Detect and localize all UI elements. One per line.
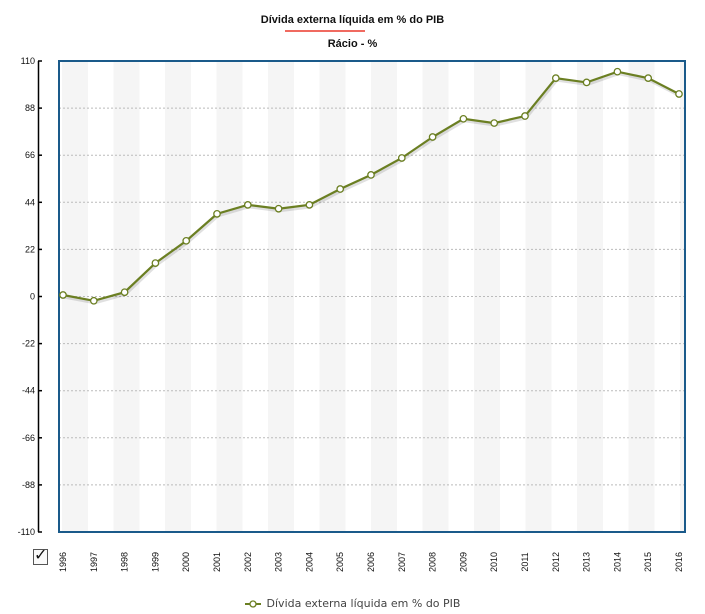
x-tick-label: 2001 [212, 552, 222, 572]
x-tick-label: 2000 [181, 552, 191, 572]
x-tick-label: 1998 [120, 552, 130, 572]
data-point [551, 74, 560, 82]
data-point [274, 204, 283, 213]
data-point [120, 288, 129, 297]
x-tick-label: 2012 [551, 552, 561, 572]
x-tick-label: 2014 [612, 552, 622, 572]
x-tick-label: 2013 [582, 552, 592, 572]
background-stripe [680, 61, 685, 532]
data-point [644, 74, 653, 82]
y-tick-label: 44 [25, 197, 35, 207]
x-tick-label: 1996 [58, 552, 68, 572]
y-tick-label: 0 [30, 292, 35, 302]
data-point [367, 171, 375, 179]
x-tick-label: 2004 [304, 552, 314, 572]
data-point [59, 291, 67, 299]
x-tick-label: 2002 [243, 552, 253, 572]
data-point [490, 119, 499, 127]
y-tick-label: 66 [25, 150, 35, 160]
title-underline [285, 30, 365, 32]
data-point [428, 133, 437, 141]
data-point [182, 236, 191, 245]
y-tick-label: 88 [25, 103, 35, 113]
chart-title: Dívida externa líquida em % do PIB [260, 14, 445, 26]
data-point [613, 67, 622, 76]
x-tick-label: 2010 [489, 552, 499, 572]
y-tick-label: -44 [22, 386, 35, 396]
legend-label: Dívida externa líquida em % do PIB [266, 597, 461, 610]
x-tick-label: 2003 [274, 552, 284, 572]
x-tick-label: 1999 [150, 552, 160, 572]
data-point [397, 154, 406, 162]
data-point [89, 296, 98, 305]
y-tick-label: 110 [21, 56, 35, 66]
y-tick-label: -110 [18, 527, 35, 537]
x-tick-label: 1997 [89, 552, 99, 572]
data-point [675, 90, 683, 98]
y-tick-label: -22 [22, 339, 35, 349]
x-tick-label: 2009 [458, 552, 468, 572]
plot-frame [58, 60, 686, 533]
x-tick-label: 2015 [643, 552, 653, 572]
data-point [243, 201, 252, 209]
series-toggle-checkbox[interactable]: ✓ [33, 547, 48, 565]
data-point [213, 210, 221, 218]
chart-subtitle: Rácio - % [327, 38, 378, 50]
x-tick-label: 2008 [428, 552, 438, 572]
background-stripe [165, 61, 191, 532]
x-tick-label: 2005 [335, 552, 345, 572]
legend-item[interactable]: Dívida externa líquida em % do PIB [0, 597, 705, 610]
x-tick-label: 2007 [397, 552, 407, 572]
data-point [521, 112, 529, 120]
x-tick-label: 2011 [520, 552, 530, 571]
data-point [336, 185, 345, 193]
data-point [582, 78, 591, 87]
y-tick-label: -88 [22, 480, 35, 490]
background-stripe [577, 61, 603, 532]
y-tick-label: 22 [25, 244, 35, 254]
y-tick-label: -66 [22, 433, 35, 443]
data-point [151, 259, 160, 267]
data-point [305, 201, 314, 209]
data-point [459, 114, 468, 123]
x-tick-label: 2016 [674, 552, 684, 572]
x-tick-label: 2006 [366, 552, 376, 572]
legend-marker-icon [244, 600, 261, 608]
